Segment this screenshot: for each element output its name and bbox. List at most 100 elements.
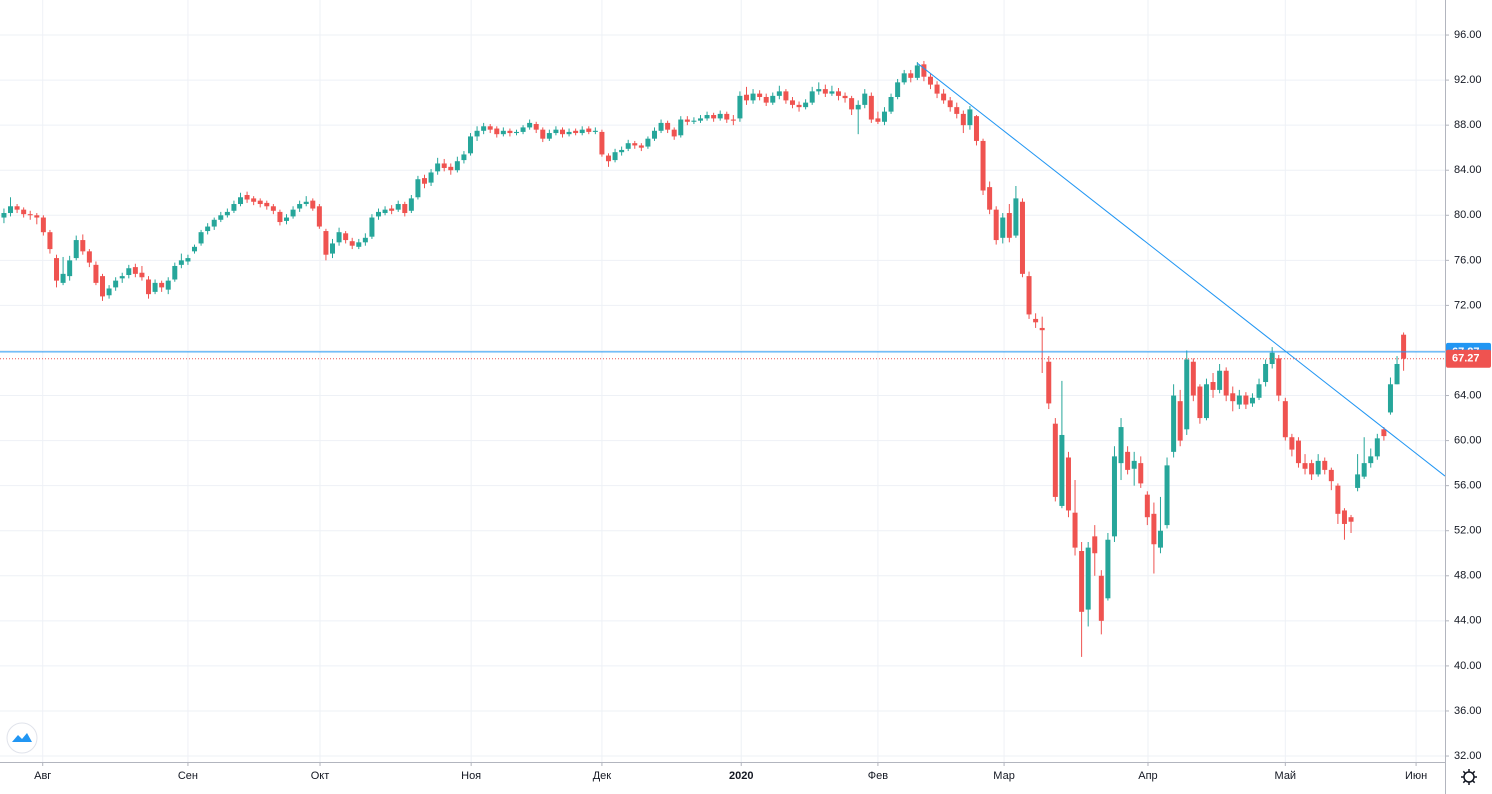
candle-body [941, 93, 947, 101]
candle-body [454, 161, 460, 171]
y-tick-label: 88.00 [1454, 119, 1482, 131]
candle-body [1190, 361, 1196, 396]
candle-body [356, 242, 362, 247]
candle-body [428, 172, 434, 183]
candle-body [1381, 429, 1387, 437]
candle-body [684, 119, 690, 122]
settings-icon[interactable] [1461, 769, 1477, 785]
candle-body [783, 91, 789, 101]
candle-body [1322, 460, 1328, 470]
candle-body [375, 211, 381, 217]
candle-body [632, 143, 638, 146]
candle-body [1138, 463, 1144, 484]
candle-body [185, 258, 191, 262]
candle-body [1125, 451, 1131, 470]
candle-body [888, 96, 894, 112]
candle-body [763, 96, 769, 103]
candle-body [1243, 395, 1249, 405]
candle-body [139, 272, 145, 278]
candle-body [205, 226, 211, 232]
y-tick-label: 80.00 [1454, 209, 1482, 221]
candle-body [1394, 363, 1400, 385]
candle-body [1085, 547, 1091, 610]
candle-body [1006, 213, 1012, 238]
candle-body [21, 209, 27, 215]
candle-body [566, 131, 572, 135]
x-tick-label: Май [1275, 770, 1297, 782]
candle-body [159, 282, 165, 288]
candle-body [868, 95, 874, 120]
candle-body [612, 152, 618, 161]
x-tick-label: Дек [593, 770, 612, 782]
candle-body [711, 115, 717, 119]
candle-body [1348, 517, 1354, 522]
candle-body [1092, 536, 1098, 554]
candle-body [146, 279, 152, 295]
candle-body [93, 264, 99, 283]
candle-body [875, 118, 881, 122]
candle-body [954, 107, 960, 114]
candle-body [47, 232, 53, 250]
candle-body [908, 73, 914, 78]
candle-body [106, 288, 112, 296]
candle-body [284, 217, 290, 221]
candle-body [1249, 397, 1255, 404]
candle-body [559, 129, 565, 135]
candle-body [323, 231, 329, 255]
candle-body [86, 251, 92, 263]
candle-body [658, 122, 664, 131]
candle-body [1263, 363, 1269, 383]
candle-body [671, 129, 677, 137]
candle-body [100, 276, 106, 297]
candle-body [553, 129, 559, 134]
candle-body [881, 111, 887, 122]
candle-body [369, 217, 375, 237]
candle-body [665, 122, 671, 130]
candle-body [218, 215, 224, 220]
candle-body [382, 209, 388, 214]
candle-body [178, 260, 184, 265]
candle-body [638, 145, 644, 148]
candle-body [1217, 370, 1223, 390]
plot-area [0, 60, 1446, 657]
candle-body [1019, 201, 1025, 274]
candle-body [592, 130, 598, 132]
candle-body [257, 200, 263, 205]
candle-body [362, 237, 368, 243]
candle-body [724, 113, 730, 120]
candle-body [290, 209, 296, 217]
y-tick-label: 92.00 [1454, 74, 1482, 86]
candle-body [192, 246, 198, 252]
x-tick-label: Июн [1405, 770, 1427, 782]
candle-body [757, 93, 763, 97]
candle-body [1387, 384, 1393, 413]
candle-body [862, 93, 868, 105]
candle-body [1039, 327, 1045, 331]
candle-body [467, 136, 473, 154]
candle-body [605, 155, 611, 162]
candle-body [389, 208, 395, 211]
candle-body [546, 133, 552, 139]
candle-body [1072, 512, 1078, 548]
candle-body [165, 280, 171, 290]
candle-body [1, 213, 7, 218]
candle-body [1000, 217, 1006, 238]
candle-body [67, 260, 73, 277]
candle-body [224, 211, 230, 216]
y-tick-label: 76.00 [1454, 254, 1482, 266]
candle-body [1368, 456, 1374, 464]
x-tick-label: Мар [993, 770, 1015, 782]
logo[interactable] [6, 722, 38, 754]
candle-body [481, 126, 487, 131]
candle-body [270, 206, 276, 211]
candle-body [415, 179, 421, 198]
candle-body [1374, 438, 1380, 457]
candle-body [297, 204, 303, 209]
y-tick-label: 32.00 [1454, 750, 1482, 762]
candle-body [921, 64, 927, 77]
candle-body [789, 100, 795, 105]
candle-body [901, 73, 907, 83]
candle-body [1026, 276, 1032, 315]
candle-body [520, 127, 526, 132]
